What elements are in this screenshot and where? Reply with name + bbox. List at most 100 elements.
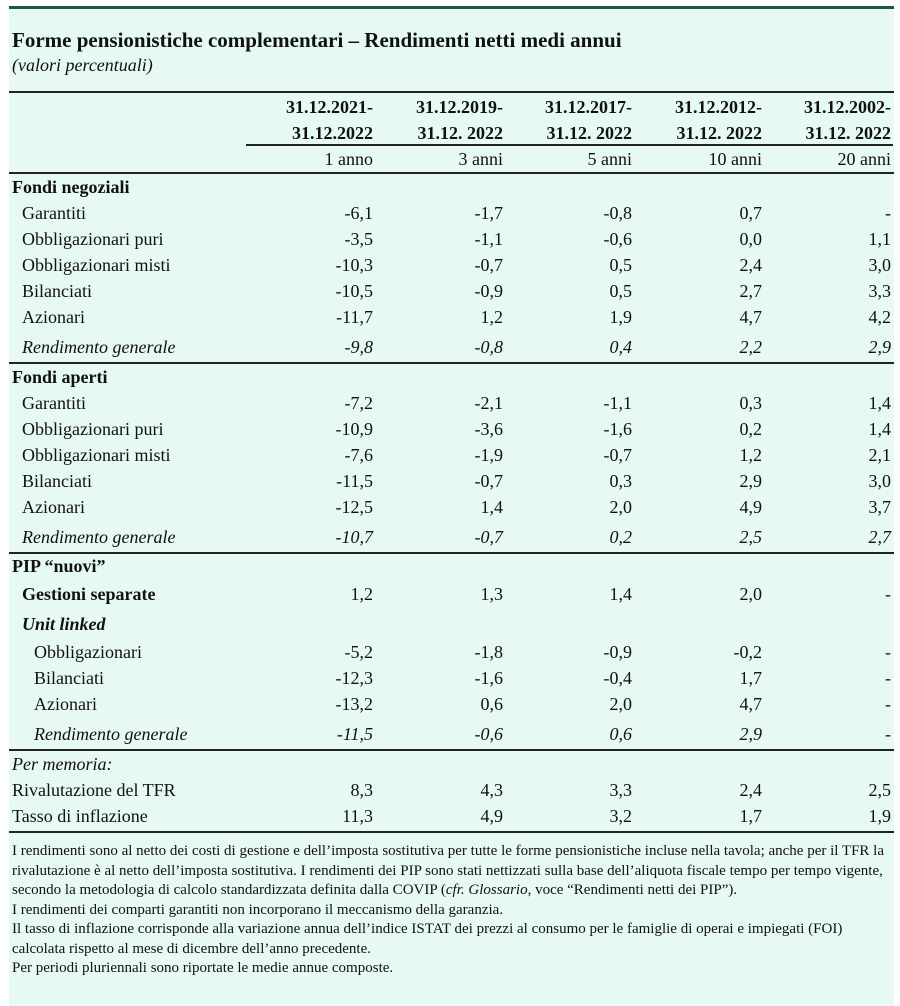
cell: 4,2 [868, 307, 892, 327]
cell: -2,1 [474, 393, 504, 413]
table-row: Azionari -11,7 1,2 1,9 4,7 4,2 [0, 304, 900, 330]
col-4-end: 31.12. 2022 [676, 123, 763, 143]
row-label: Rendimento generale [22, 337, 176, 357]
col-4-start: 31.12.2012- [675, 97, 762, 117]
cell: -0,9 [603, 642, 633, 662]
cell: -11,7 [336, 307, 373, 327]
cell: 3,0 [868, 255, 892, 275]
note-1-text-end: , voce “Rendimenti netti dei PIP”). [527, 882, 738, 898]
section-header-pip-nuovi: PIP “nuovi” [0, 553, 900, 579]
table-row: Azionari -13,2 0,6 2,0 4,7 - [0, 691, 900, 717]
row-label: Obbligazionari [34, 642, 142, 662]
col-horizon-4: 10 anni [708, 149, 763, 169]
cell: 2,4 [739, 255, 763, 275]
row-label: Garantiti [22, 203, 86, 223]
section-title: Fondi aperti [12, 367, 108, 387]
cell: -12,3 [335, 668, 374, 688]
col-1-start: 31.12.2021- [286, 97, 373, 117]
row-label: Bilanciati [22, 281, 92, 301]
cell: 8,3 [350, 780, 374, 800]
cell: -0,7 [474, 527, 504, 547]
cell: 4,9 [480, 806, 504, 826]
cell: 0,5 [609, 255, 633, 275]
row-label: Azionari [34, 694, 97, 714]
subsection-title: Unit linked [22, 614, 106, 634]
row-label: Rivalutazione del TFR [12, 780, 176, 800]
cell: -0,8 [603, 203, 633, 223]
cell: - [885, 642, 891, 662]
col-header-1: 31.12.2021- 31.12.2022 [243, 94, 373, 146]
table-row: Obbligazionari puri -3,5 -1,1 -0,6 0,0 1… [0, 226, 900, 252]
cell: -10,7 [335, 527, 374, 547]
col-2-start: 31.12.2019- [416, 97, 503, 117]
row-label: Bilanciati [34, 668, 104, 688]
table-row: Obbligazionari misti -7,6 -1,9 -0,7 1,2 … [0, 442, 900, 468]
col-header-4: 31.12.2012- 31.12. 2022 [632, 94, 762, 146]
note-4: Per periodi pluriennali sono riportate l… [12, 960, 394, 976]
cell: 0,3 [609, 471, 633, 491]
cell: 1,4 [868, 393, 892, 413]
cell: 1,2 [350, 584, 374, 604]
cell: -9,8 [344, 337, 374, 357]
table-row: Bilanciati -12,3 -1,6 -0,4 1,7 - [0, 665, 900, 691]
section-header-fondi-negoziali: Fondi negoziali [0, 174, 900, 200]
cell: 1,2 [480, 307, 504, 327]
cell: 0,6 [609, 724, 633, 744]
cell: 0,2 [609, 527, 633, 547]
table-row-total: Rendimento generale -9,8 -0,8 0,4 2,2 2,… [0, 334, 900, 360]
top-accent-bar [9, 6, 894, 9]
col-3-end: 31.12. 2022 [546, 123, 633, 143]
note-1-text: I rendimenti sono al netto dei costi di … [12, 843, 885, 898]
col-1-end: 31.12.2022 [292, 123, 373, 143]
table-row-gestioni-separate: Gestioni separate 1,2 1,3 1,4 2,0 - [0, 581, 900, 607]
table-row-total: Rendimento generale -10,7 -0,7 0,2 2,5 2… [0, 524, 900, 550]
cell: 1,2 [739, 445, 763, 465]
cell: 0,0 [739, 229, 763, 249]
table-row: Bilanciati -11,5 -0,7 0,3 2,9 3,0 [0, 468, 900, 494]
cell: -7,6 [344, 445, 374, 465]
header-top-rule [9, 91, 894, 93]
cell: -1,1 [603, 393, 633, 413]
section-rule [9, 362, 894, 364]
cell: 0,7 [739, 203, 763, 223]
row-label: Tasso di inflazione [12, 806, 148, 826]
col-5-end: 31.12. 2022 [805, 123, 892, 143]
cell: - [885, 668, 891, 688]
row-label: Azionari [22, 497, 85, 517]
cell: -6,1 [344, 203, 374, 223]
row-label: Obbligazionari misti [22, 445, 171, 465]
table-row: Obbligazionari misti -10,3 -0,7 0,5 2,4 … [0, 252, 900, 278]
cell: -5,2 [344, 642, 374, 662]
table-bottom-rule [9, 831, 894, 833]
cell: -0,7 [474, 255, 504, 275]
cell: -3,5 [344, 229, 374, 249]
cell: -3,6 [474, 419, 504, 439]
col-header-3: 31.12.2017- 31.12. 2022 [502, 94, 632, 146]
section-title: Fondi negoziali [12, 177, 130, 197]
row-label: Garantiti [22, 393, 86, 413]
cell: -1,6 [603, 419, 633, 439]
cell: -1,8 [474, 642, 504, 662]
subsection-header-unit-linked: Unit linked [0, 611, 900, 637]
cell: 0,3 [739, 393, 763, 413]
cell: 1,4 [480, 497, 504, 517]
cell: 3,2 [609, 806, 633, 826]
cell: 1,4 [609, 584, 633, 604]
cell: 3,7 [868, 497, 892, 517]
cell: - [885, 203, 891, 223]
cell: -11,5 [336, 471, 373, 491]
row-label: Obbligazionari misti [22, 255, 171, 275]
col-horizon-2: 3 anni [458, 149, 504, 169]
cell: 11,3 [342, 806, 373, 826]
section-header-fondi-aperti: Fondi aperti [0, 364, 900, 390]
section-rule [9, 552, 894, 554]
cell: 1,1 [868, 229, 892, 249]
cell: 2,0 [739, 584, 763, 604]
cell: 2,0 [609, 694, 633, 714]
cell: 2,9 [868, 337, 892, 357]
cell: -0,9 [474, 281, 504, 301]
cell: -0,6 [474, 724, 504, 744]
cell: -0,7 [603, 445, 633, 465]
note-1-cfr: cfr. Glossario [445, 882, 528, 898]
cell: 1,7 [739, 806, 763, 826]
